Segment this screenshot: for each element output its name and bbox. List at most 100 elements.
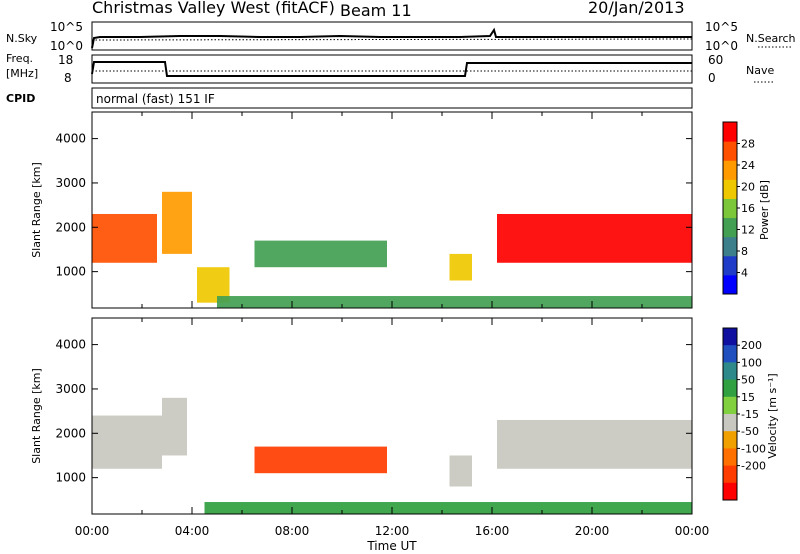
velocity-colorbar-label-7: -200 (741, 460, 766, 473)
velocity-regions (92, 397, 692, 514)
power-region-6 (497, 213, 692, 263)
power-colorbar-label-8: 8 (741, 245, 748, 258)
power-colorbar: 4 8 12 16 20 24 28 (722, 121, 755, 295)
x-tick-label-1: 04:00 (175, 524, 210, 538)
power-colorbar-label-16: 16 (741, 202, 755, 215)
noise-left-tick-bottom: 10^0 (50, 39, 83, 53)
velocity-plot-background (92, 318, 692, 514)
power-colorbar-label-24: 24 (741, 159, 755, 172)
freq-right-tick-bottom: 0 (708, 71, 716, 85)
power-panel: 1000 2000 3000 4000 Slant Range [km] 4 8 12 16… (30, 111, 771, 309)
power-ytick-label-1000: 1000 (55, 265, 86, 279)
power-colorbar-frame (722, 121, 738, 295)
velocity-colorbar-swatch-2 (723, 362, 737, 381)
freq-label-line1: Freq. (6, 52, 33, 65)
station-title: Christmas Valley West (fitACF) (92, 0, 335, 17)
velocity-region-2 (254, 446, 387, 474)
power-colorbar-swatch-1 (723, 255, 737, 276)
velocity-colorbar-swatch-4 (723, 396, 737, 415)
velocity-colorbar-swatch-0 (723, 328, 737, 346)
noise-left-tick-top: 10^5 (50, 20, 83, 34)
frequency-panel: Freq. [MHz] 18 8 60 0 Nave (6, 52, 774, 85)
velocity-colorbar-label-2: 50 (741, 374, 755, 387)
velocity-ytick-label-3000: 3000 (55, 382, 86, 396)
velocity-region-5 (497, 419, 692, 469)
velocity-colorbar-label-5: -50 (741, 425, 759, 438)
freq-left-tick-bottom: 8 (64, 71, 72, 85)
power-colorbar-swatch-2 (723, 236, 737, 257)
power-y-axis-label: Slant Range [km] (30, 162, 43, 258)
freq-left-tick-top: 18 (58, 53, 73, 67)
velocity-colorbar-swatch-7 (723, 448, 737, 467)
power-colorbar-swatch-5 (723, 179, 737, 199)
velocity-region-3 (204, 502, 692, 514)
x-tick-label-3: 12:00 (375, 524, 410, 538)
cpid-panel-frame (91, 87, 693, 109)
frequency-trace (91, 61, 692, 77)
x-axis-label: Time UT (366, 539, 417, 553)
velocity-colorbar-swatch-3 (723, 379, 737, 398)
power-colorbar-swatch-7 (723, 141, 737, 161)
power-region-1 (162, 191, 192, 254)
velocity-colorbar-swatch-1 (723, 345, 737, 363)
power-colorbar-swatch-8 (723, 122, 737, 142)
velocity-ytick-label-1000: 1000 (55, 471, 86, 485)
power-region-5 (449, 253, 472, 281)
velocity-colorbar-label-3: 15 (741, 391, 755, 404)
velocity-colorbar: 200 100 50 15 -15 -50 -100 -200 (722, 327, 766, 501)
power-ytick-label-4000: 4000 (55, 132, 86, 146)
power-region-2 (254, 240, 387, 268)
cpid-label: CPID (6, 92, 35, 105)
x-tick-label-4: 16:00 (475, 524, 510, 538)
x-tick-label-6: 00:00 (675, 524, 710, 538)
velocity-colorbar-label-4: -15 (741, 408, 759, 421)
noise-sky-trace (91, 27, 692, 49)
velocity-y-axis-label: Slant Range [km] (30, 368, 43, 464)
x-tick-label-2: 08:00 (275, 524, 310, 538)
velocity-y-ticks: 1000 2000 3000 4000 (55, 338, 692, 485)
beam-label: Beam 11 (340, 1, 412, 20)
velocity-colorbar-label-1: 100 (741, 356, 762, 369)
power-colorbar-swatch-6 (723, 160, 737, 180)
date-label: 20/Jan/2013 (588, 0, 685, 17)
power-colorbar-swatch-3 (723, 217, 737, 238)
frequency-panel-frame (91, 54, 693, 84)
freq-label-line2: [MHz] (6, 67, 38, 80)
velocity-colorbar-swatch-5 (723, 414, 737, 432)
noise-right-label: N.Search (746, 32, 796, 45)
velocity-colorbar-swatch-6 (723, 431, 737, 449)
nave-label: Nave (746, 64, 774, 77)
velocity-region-1 (162, 397, 187, 456)
power-region-4 (217, 296, 692, 308)
x-tick-label-5: 20:00 (575, 524, 610, 538)
velocity-colorbar-swatch-8 (723, 465, 737, 484)
power-colorbar-swatch-0 (723, 274, 737, 295)
noise-right-tick-bottom: 10^0 (705, 39, 738, 53)
power-region-0 (92, 213, 157, 263)
velocity-ytick-label-4000: 4000 (55, 338, 86, 352)
power-colorbar-label-28: 28 (741, 138, 755, 151)
power-ytick-label-3000: 3000 (55, 176, 86, 190)
power-colorbar-swatch-4 (723, 198, 737, 219)
power-regions (92, 191, 692, 308)
power-ytick-label-2000: 2000 (55, 220, 86, 234)
noise-panel: N.Sky 10^5 10^0 N.Search 10^5 10^0 (6, 20, 796, 53)
x-tick-label-0: 00:00 (75, 524, 110, 538)
noise-search-trace (91, 38, 693, 41)
power-colorbar-label-20: 20 (741, 181, 755, 194)
power-y-ticks: 1000 2000 3000 4000 (55, 132, 692, 279)
power-colorbar-label: Power [dB] (758, 180, 771, 240)
cpid-value: normal (fast) 151 IF (96, 92, 215, 106)
velocity-colorbar-label-0: 200 (741, 339, 762, 352)
power-colorbar-label-4: 4 (741, 267, 748, 280)
freq-right-tick-top: 60 (708, 53, 723, 67)
velocity-panel: 1000 2000 3000 4000 Slant Range [km] 200 100… (30, 317, 779, 515)
velocity-colorbar-swatch-9 (723, 482, 737, 501)
velocity-region-4 (449, 455, 472, 487)
velocity-region-0 (92, 415, 162, 469)
noise-right-tick-top: 10^5 (705, 20, 738, 34)
velocity-ytick-label-2000: 2000 (55, 426, 86, 440)
velocity-colorbar-label: Velocity [m s⁻¹] (766, 373, 779, 458)
power-colorbar-label-12: 12 (741, 224, 755, 237)
